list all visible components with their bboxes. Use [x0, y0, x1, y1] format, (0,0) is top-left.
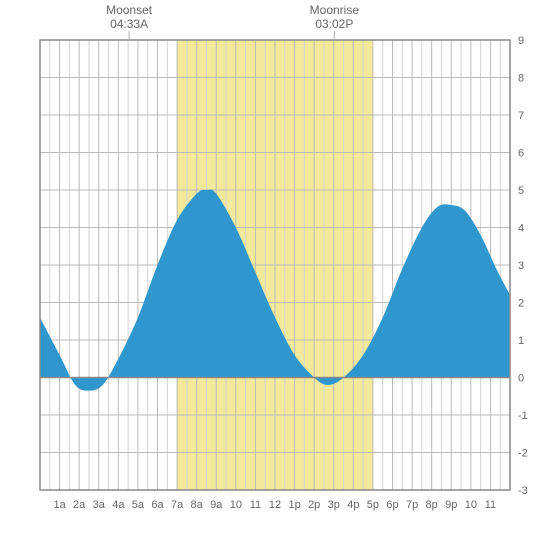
y-tick-label: 9 [518, 35, 524, 47]
x-tick-label: 2p [308, 499, 320, 511]
y-tick-label: 5 [518, 185, 524, 197]
y-tick-label: 3 [518, 260, 524, 272]
x-tick-label: 1p [288, 499, 300, 511]
y-tick-label: 0 [518, 373, 524, 385]
x-tick-label: 2a [73, 499, 86, 511]
x-tick-label: 8a [191, 499, 204, 511]
x-tick-label: 8p [426, 499, 438, 511]
x-tick-label: 11 [485, 499, 496, 511]
x-tick-label: 6a [151, 499, 164, 511]
x-tick-label: 11 [250, 499, 261, 511]
y-tick-label: 2 [518, 298, 524, 310]
y-tick-label: 6 [518, 148, 524, 160]
y-tick-label: 7 [518, 110, 524, 122]
chart-svg: -3-2-101234567891a2a3a4a5a6a7a8a9a101112… [0, 0, 550, 550]
y-tick-label: 4 [518, 223, 524, 235]
tide-chart: -3-2-101234567891a2a3a4a5a6a7a8a9a101112… [0, 0, 550, 550]
x-tick-label: 10 [230, 499, 242, 511]
y-tick-label: -2 [518, 448, 528, 460]
x-tick-label: 7a [171, 499, 184, 511]
x-tick-label: 9p [445, 499, 457, 511]
x-tick-label: 6p [386, 499, 398, 511]
x-tick-label: 7p [406, 499, 418, 511]
x-tick-label: 5p [367, 499, 379, 511]
x-tick-label: 12 [269, 499, 281, 511]
y-tick-label: -1 [518, 410, 528, 422]
annotation-title: Moonset [106, 3, 153, 17]
y-tick-label: 8 [518, 73, 524, 85]
x-tick-label: 1a [53, 499, 66, 511]
x-tick-label: 5a [132, 499, 145, 511]
annotation-time: 03:02P [315, 17, 353, 31]
x-tick-label: 4p [347, 499, 359, 511]
x-tick-label: 4a [112, 499, 125, 511]
x-tick-label: 10 [465, 499, 477, 511]
annotation-time: 04:33A [110, 17, 148, 31]
annotation-title: Moonrise [310, 3, 360, 17]
x-tick-label: 9a [210, 499, 223, 511]
y-tick-label: -3 [518, 485, 528, 497]
y-tick-label: 1 [518, 335, 524, 347]
x-tick-label: 3p [328, 499, 340, 511]
x-tick-label: 3a [93, 499, 106, 511]
